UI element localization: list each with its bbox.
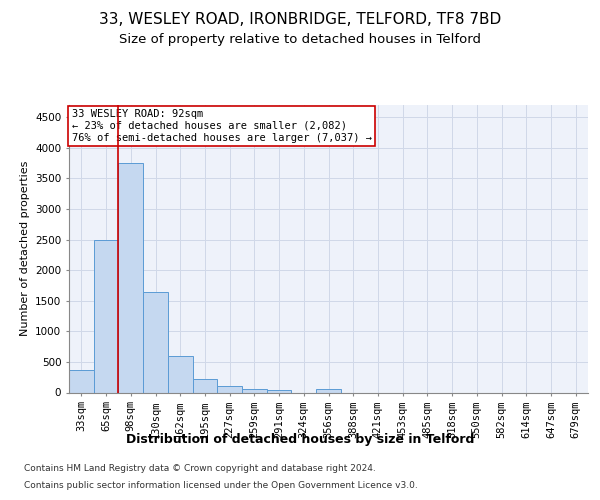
Text: Distribution of detached houses by size in Telford: Distribution of detached houses by size … <box>126 432 474 446</box>
Bar <box>193 378 217 392</box>
Bar <box>118 163 143 392</box>
Text: 33, WESLEY ROAD, IRONBRIDGE, TELFORD, TF8 7BD: 33, WESLEY ROAD, IRONBRIDGE, TELFORD, TF… <box>99 12 501 28</box>
Bar <box>316 389 341 392</box>
Bar <box>94 240 118 392</box>
Text: Size of property relative to detached houses in Telford: Size of property relative to detached ho… <box>119 32 481 46</box>
Text: Contains HM Land Registry data © Crown copyright and database right 2024.: Contains HM Land Registry data © Crown c… <box>24 464 376 473</box>
Bar <box>69 370 94 392</box>
Bar <box>267 390 292 392</box>
Y-axis label: Number of detached properties: Number of detached properties <box>20 161 29 336</box>
Text: Contains public sector information licensed under the Open Government Licence v3: Contains public sector information licen… <box>24 481 418 490</box>
Bar <box>242 389 267 392</box>
Text: 33 WESLEY ROAD: 92sqm
← 23% of detached houses are smaller (2,082)
76% of semi-d: 33 WESLEY ROAD: 92sqm ← 23% of detached … <box>71 110 371 142</box>
Bar <box>168 356 193 392</box>
Bar <box>143 292 168 392</box>
Bar <box>217 386 242 392</box>
